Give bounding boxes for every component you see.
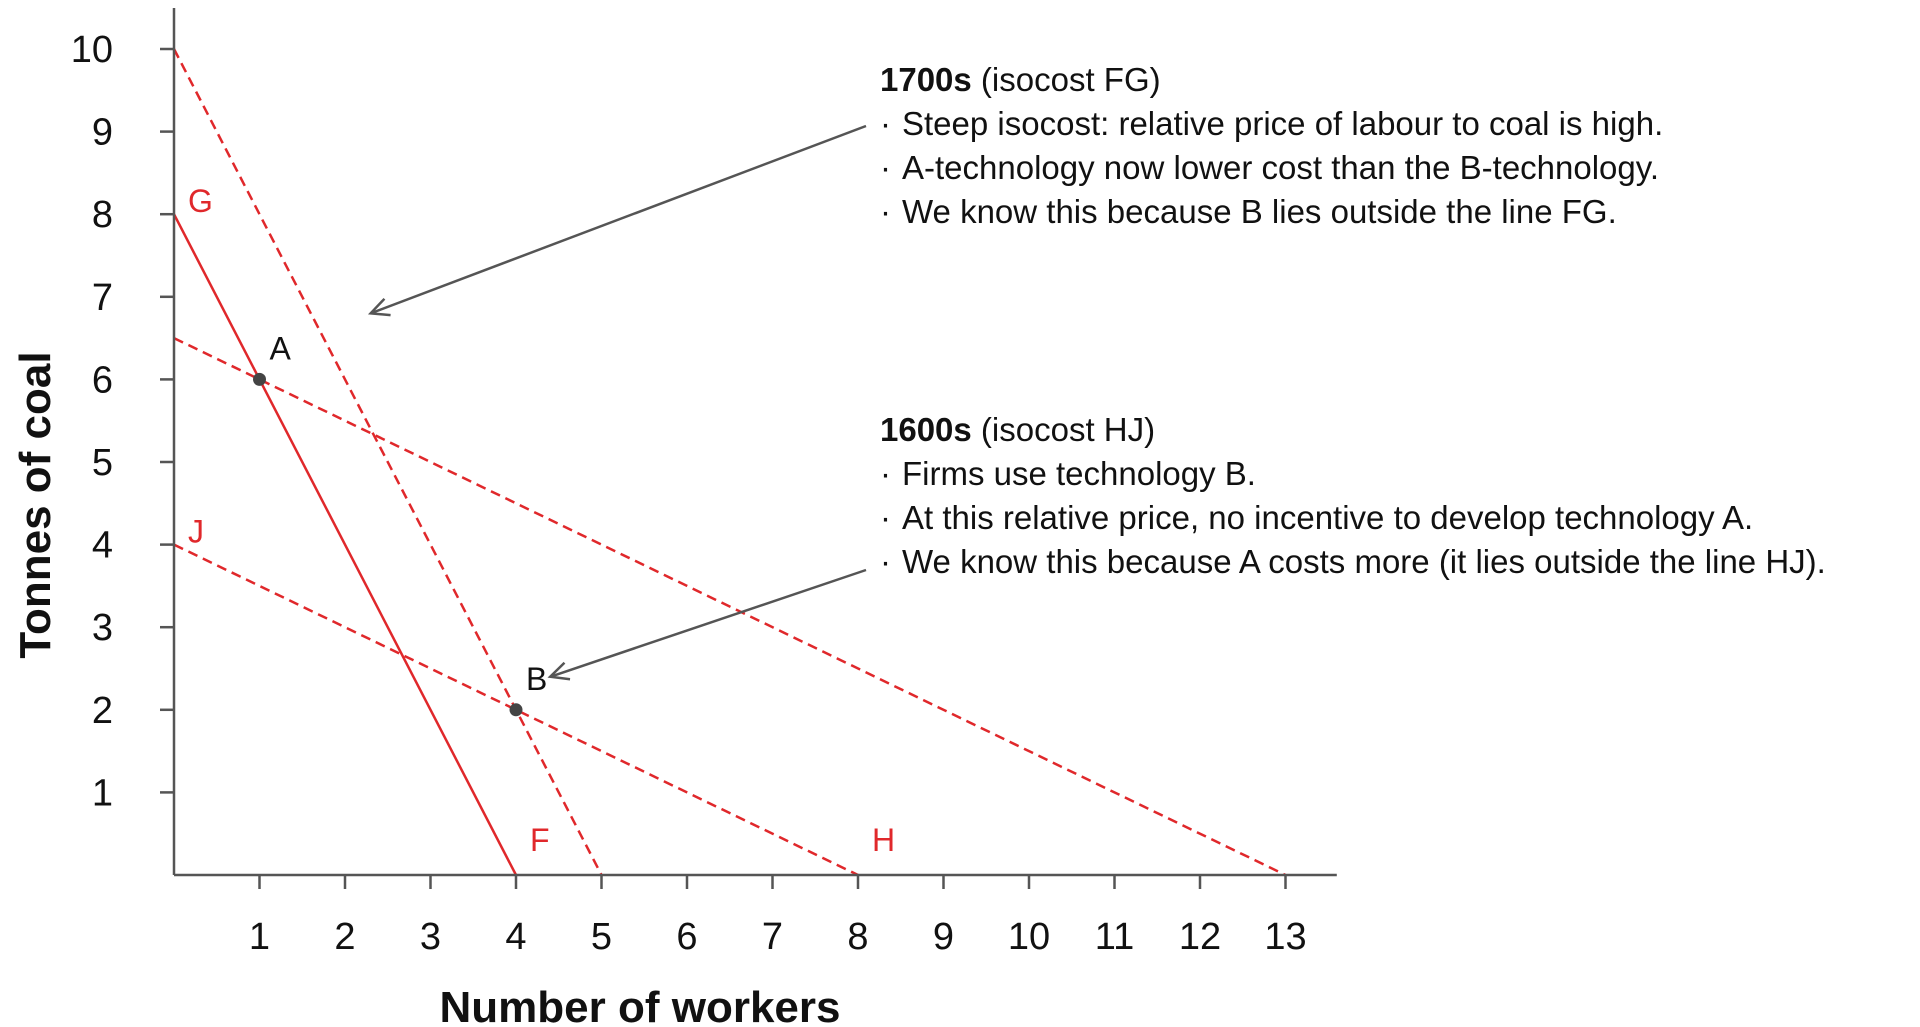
x-tick-label: 13 bbox=[1264, 916, 1306, 958]
point-A bbox=[253, 372, 266, 386]
x-tick-label: 2 bbox=[334, 916, 355, 958]
x-tick-label: 9 bbox=[933, 916, 954, 958]
x-tick-label: 10 bbox=[1008, 916, 1050, 958]
isocost-line-dashed-1 bbox=[172, 48, 603, 876]
annotation-arrow bbox=[370, 124, 867, 315]
x-tick-label: 3 bbox=[420, 916, 441, 958]
y-tick-label: 5 bbox=[92, 442, 113, 484]
isocost-line-FG bbox=[172, 213, 518, 876]
line-label: J bbox=[188, 514, 204, 550]
x-axis-title: Number of workers bbox=[440, 983, 841, 1027]
annotation-1700s: 1700s (isocost FG) · Steep isocost: relat… bbox=[880, 58, 1663, 234]
x-tick-label: 1 bbox=[249, 916, 270, 958]
annotation-bullet: · We know this because B lies outside the… bbox=[880, 193, 1617, 230]
isocost-line-dashed-3 bbox=[173, 336, 1287, 877]
annotation-1600s: 1600s (isocost HJ) · Firms use technology… bbox=[880, 408, 1826, 584]
line-label: H bbox=[872, 822, 895, 858]
y-tick-label: 2 bbox=[92, 690, 113, 732]
y-tick-label: 3 bbox=[92, 607, 113, 649]
axes bbox=[160, 8, 1337, 889]
line-label: F bbox=[530, 822, 550, 858]
y-tick-label: 1 bbox=[92, 772, 113, 814]
annotation-bullet: · We know this because A costs more (it l… bbox=[880, 543, 1826, 580]
line-label: G bbox=[188, 183, 213, 219]
x-tick-label: 4 bbox=[505, 916, 526, 958]
annotation-bullet: · Steep isocost: relative price of labour… bbox=[880, 105, 1664, 142]
isocost-line-HJ bbox=[173, 543, 859, 877]
x-tick-label: 5 bbox=[591, 916, 612, 958]
point-label: B bbox=[526, 661, 547, 697]
y-axis-title: Tonnes of coal bbox=[11, 351, 60, 658]
y-tick-label: 10 bbox=[71, 29, 113, 71]
y-tick-label: 9 bbox=[92, 112, 113, 154]
y-tick-label: 7 bbox=[92, 277, 113, 319]
point-B bbox=[509, 703, 523, 717]
annotation-bullet: · A-technology now lower cost than the B-… bbox=[880, 149, 1659, 186]
x-tick-label: 11 bbox=[1095, 916, 1134, 958]
x-tick-label: 12 bbox=[1179, 916, 1221, 958]
annotation-heading: 1600s (isocost HJ) bbox=[880, 411, 1156, 448]
x-tick-label: 6 bbox=[676, 916, 697, 958]
annotation-bullet: · At this relative price, no incentive to… bbox=[880, 499, 1754, 536]
point-label: A bbox=[270, 330, 292, 366]
y-tick-label: 6 bbox=[92, 359, 113, 401]
y-tick-label: 8 bbox=[92, 194, 113, 236]
y-tick-label: 4 bbox=[92, 525, 113, 567]
annotation-heading: 1700s (isocost FG) bbox=[880, 61, 1161, 98]
isocost-lines: G F J H bbox=[172, 48, 1287, 877]
annotation-arrow bbox=[549, 568, 867, 678]
x-tick-label: 7 bbox=[762, 916, 783, 958]
annotation-bullet: · Firms use technology B. bbox=[880, 455, 1256, 492]
arrowhead bbox=[367, 297, 391, 317]
x-tick-label: 8 bbox=[847, 916, 868, 958]
annotation-arrows bbox=[367, 124, 867, 681]
points: AB bbox=[253, 330, 547, 717]
arrowhead bbox=[547, 661, 571, 681]
